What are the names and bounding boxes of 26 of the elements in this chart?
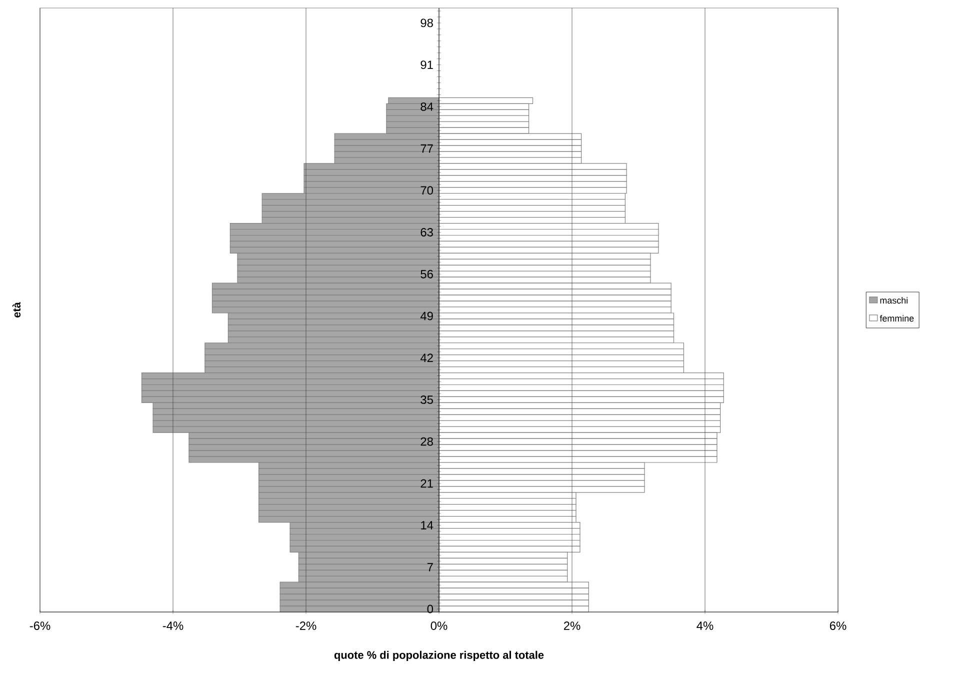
y-tick-label: 56 [420, 270, 433, 278]
y-tick-label: 35 [420, 395, 433, 404]
x-axis-title: quote % di popolazione rispetto al totale [334, 650, 544, 662]
y-tick-label: 91 [420, 60, 433, 70]
y-tick-label: 77 [420, 144, 433, 153]
x-tick-label: 6% [830, 622, 846, 630]
y-tick-label: 42 [420, 354, 433, 362]
y-tick-label: 84 [420, 102, 434, 111]
y-tick-label: 63 [420, 228, 433, 236]
y-tick-label: 7 [427, 563, 433, 572]
x-tick-label: -4% [162, 622, 184, 630]
legend-label: femmine [880, 314, 914, 322]
x-tick-label: -6% [30, 622, 50, 630]
y-tick-label: 49 [420, 312, 433, 320]
y-tick-label: 0 [427, 604, 434, 614]
x-tick-label: 4% [696, 622, 714, 630]
x-tick-label: 0% [430, 622, 448, 630]
x-tick-label: 2% [564, 622, 580, 630]
y-tick-label: 98 [420, 18, 433, 28]
y-axis-title: età [12, 302, 21, 318]
y-tick-label: 14 [421, 521, 434, 530]
y-tick-label: 21 [420, 479, 433, 488]
y-tick-label: 28 [420, 437, 433, 446]
legend-label: maschi [880, 297, 908, 304]
y-tick-label: 70 [420, 186, 434, 195]
x-tick-label: -2% [296, 622, 316, 630]
